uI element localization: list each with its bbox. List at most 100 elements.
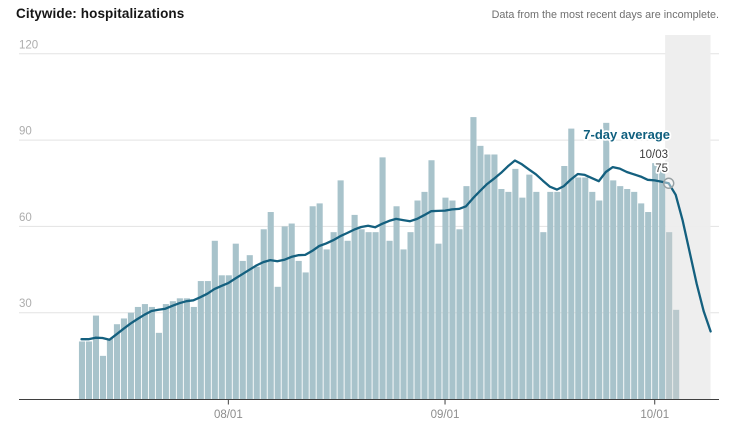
incomplete-data-band [665,35,711,399]
bar [295,260,302,399]
x-axis-tick-label: 09/01 [431,409,460,421]
bar [554,191,561,399]
bar [519,197,526,399]
bar [491,154,498,399]
bar [344,240,351,399]
seven-day-average-line [80,159,712,341]
y-axis-tick-label: 120 [19,39,38,51]
bar [183,298,190,399]
bar [253,266,260,399]
bar [99,355,107,399]
bar [477,145,484,399]
y-axis-tick-label: 60 [19,212,32,224]
bar [561,165,568,399]
bar [337,180,344,399]
bar [204,281,211,399]
bar [379,157,386,399]
bar [309,206,316,399]
bar [638,203,645,399]
bar [470,117,477,399]
bar [274,286,281,399]
bar [407,232,414,399]
bar [603,122,610,399]
bar [169,301,176,399]
bar [617,186,624,399]
bar [421,191,428,399]
bar [134,306,141,399]
bar [211,240,218,399]
bar [141,304,148,399]
bar [78,341,86,399]
bar [449,200,456,399]
bar [162,304,169,399]
bar [365,232,372,399]
bar [463,186,470,399]
bar [428,160,435,399]
chart-title: Citywide: hospitalizations [16,6,185,21]
bar [540,232,547,399]
bar [484,154,491,399]
bar [456,229,463,399]
bar [358,229,365,399]
bar [302,272,309,399]
bar-incomplete [673,309,680,399]
bar [372,232,379,399]
bar [316,203,323,399]
bar [596,200,603,399]
bar [323,249,330,399]
bar [512,168,519,399]
incomplete-data-note: Data from the most recent days are incom… [491,9,719,21]
bar [260,229,267,399]
bar [393,206,400,399]
bar [645,212,652,399]
bar [218,275,225,399]
bar [547,191,554,399]
x-axis-tick-label: 10/01 [640,409,669,421]
bar [225,275,232,399]
bar [246,255,253,399]
bar [176,298,183,399]
seven-day-average-label: 7-day average [583,127,670,142]
bar [652,163,659,399]
y-axis-tick-label: 30 [19,298,32,310]
bar [505,191,512,399]
bar [197,281,204,399]
marker-value-label: 75 [655,163,668,175]
y-axis-tick-label: 90 [19,126,32,138]
bar [239,260,246,399]
bar [498,189,505,399]
bar [281,226,288,399]
bar [85,341,93,399]
bar [127,312,134,399]
bar [624,189,631,399]
bar [351,214,358,399]
bar [659,168,666,399]
bar [568,128,575,399]
bar [435,243,442,399]
bar [106,338,114,399]
bar [589,191,596,399]
bar [288,223,295,399]
bar [155,332,162,399]
bar [575,177,582,399]
bar [400,249,407,399]
bar [631,191,638,399]
bar [610,180,617,399]
bar [267,212,274,399]
bar [92,315,100,399]
latest-point-marker [663,177,675,189]
bar-incomplete [666,232,673,399]
bar [190,306,197,399]
bar [533,191,540,399]
bar [582,177,589,399]
bar [232,243,239,399]
bar [526,174,533,399]
bar [442,197,449,399]
x-axis-tick-label: 08/01 [214,409,243,421]
bar [414,200,421,399]
bar [386,240,393,399]
bar [148,306,155,399]
bar [113,324,120,399]
